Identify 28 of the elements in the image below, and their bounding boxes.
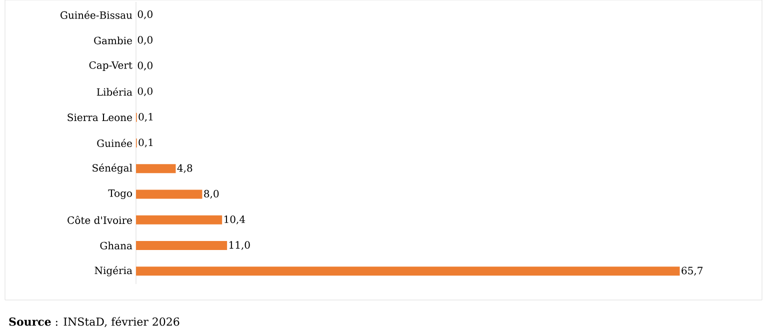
y-tick-label: Guinée [97, 138, 132, 148]
text: Source : INStaD, février 2026 [9, 316, 180, 328]
y-tick-label: Togo [108, 190, 132, 200]
y-tick-label: Nigéria [94, 266, 132, 276]
data-label: 10,4 [224, 215, 246, 224]
data-label: 0,0 [138, 87, 152, 96]
bar [136, 241, 228, 250]
bar [136, 266, 680, 276]
y-tick-label: Gambie [94, 36, 132, 44]
y-tick-label: Guinée-Bissau [60, 10, 132, 19]
y-tick-label: Cap-Vert [89, 61, 132, 71]
bar [136, 164, 176, 174]
data-label: 0,0 [138, 36, 152, 45]
data-label: 0,0 [138, 62, 152, 70]
data-label: 11,0 [229, 241, 250, 250]
data-label: 4,8 [177, 164, 192, 174]
y-tick-label: Libéria [96, 88, 132, 96]
bar [136, 190, 202, 199]
data-label: 0,1 [138, 112, 153, 122]
y-tick-label: Sierra Leone [68, 114, 132, 122]
data-label: 0,1 [138, 138, 153, 148]
data-label: 8,0 [204, 190, 219, 199]
y-tick-label: Sénégal [92, 164, 132, 174]
y-tick-label: Ghana [100, 242, 132, 250]
y-tick-label: Côte d'Ivoire [68, 216, 132, 224]
data-label: 65,7 [682, 266, 703, 276]
bar [136, 215, 222, 224]
data-label: 0,0 [138, 10, 152, 20]
